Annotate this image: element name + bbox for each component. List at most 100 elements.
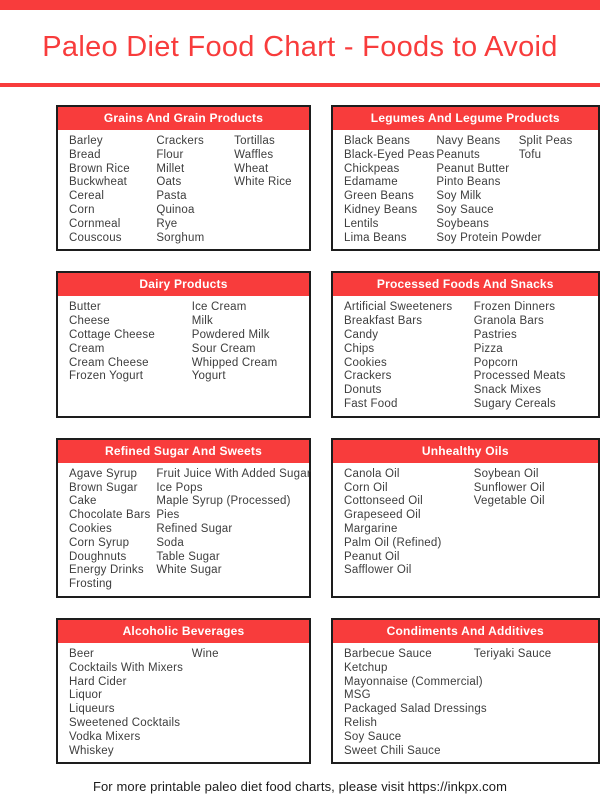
food-item: Cottonseed Oil (343, 495, 423, 508)
card-body: Butter Cheese Cottage Cheese Cream Cream Che… (58, 296, 309, 415)
food-item: Peanut Butter (436, 162, 510, 175)
food-item: Snack Mixes (473, 384, 542, 397)
card-dairy-products: Dairy Products Butter Cheese Cottage Cheese… (56, 271, 311, 418)
food-item: Buckwheat (69, 176, 128, 189)
food-item: Liquor (69, 689, 103, 702)
food-item: Hard Cider (69, 675, 127, 688)
food-item: Whipped Cream (191, 356, 278, 369)
food-item: Soda (156, 536, 184, 549)
food-item: Doughnuts (69, 550, 127, 563)
food-item: Sweet Chili Sauce (343, 744, 441, 757)
food-item: Canola Oil (343, 467, 400, 480)
card-column: Frozen Dinners Granola Bars Pastries Pizza P… (474, 301, 594, 411)
food-item: Green Beans (343, 190, 414, 203)
food-item: Chickpeas (343, 162, 400, 175)
card-column: Ice Cream Milk Powdered Milk Sour Cream Whip… (192, 301, 305, 384)
food-item: Pies (156, 509, 180, 522)
food-item: Couscous (69, 231, 122, 244)
food-item: Corn Oil (343, 481, 388, 494)
food-item: Sugary Cereals (473, 397, 556, 410)
card-column: Soybean Oil Sunflower Oil Vegetable Oil (474, 468, 594, 509)
food-item: Liqueurs (69, 703, 115, 716)
food-item: Kidney Beans (343, 203, 418, 216)
food-item: Black-Eyed Peas (343, 148, 435, 161)
footer-note: For more printable paleo diet food chart… (92, 779, 508, 795)
food-item: Soy Protein Powder (436, 231, 542, 244)
food-item: Cocktails With Mixers (69, 661, 184, 674)
card-column: Canola Oil Corn Oil Cottonseed Oil Grapesee… (344, 468, 474, 578)
food-item: Peanut Oil (343, 550, 400, 563)
food-item: Cereal (69, 190, 105, 203)
food-item: Refined Sugar (156, 522, 233, 535)
card-processed-foods-and-snacks: Processed Foods And Snacks Artificial Swe… (330, 271, 600, 418)
food-item: Safflower Oil (343, 564, 412, 577)
title-divider (0, 83, 600, 87)
card-column: Black Beans Black-Eyed Peas Chickpeas Edama… (344, 135, 436, 245)
food-item: Soy Sauce (436, 203, 494, 216)
food-item: Fruit Juice With Added Sugar (156, 467, 311, 480)
food-item: Cookies (343, 356, 387, 369)
food-item: Ice Pops (156, 481, 203, 494)
card-title: Processed Foods And Snacks (332, 273, 598, 297)
food-item: Relish (343, 716, 378, 729)
card-body: Canola Oil Corn Oil Cottonseed Oil Grapesee… (333, 463, 598, 596)
food-item: Cake (69, 495, 97, 508)
card-column: Navy Beans Peanuts Peanut Butter Pinto Bean… (436, 135, 542, 245)
food-item: Wheat (234, 162, 269, 175)
food-item: Waffles (234, 148, 274, 161)
food-item: Breakfast Bars (343, 315, 423, 328)
food-item: Vegetable Oil (473, 495, 545, 508)
food-item: Cornmeal (69, 217, 121, 230)
food-item: Vodka Mixers (69, 730, 141, 743)
card-title: Unhealthy Oils (332, 439, 598, 463)
card-body: Beer Cocktails With Mixers Hard Cider Liquo… (58, 643, 309, 762)
card-column: Tortillas Waffles Wheat White Rice (234, 135, 305, 190)
card-title: Grains And Grain Products (58, 107, 309, 130)
food-item: Sour Cream (191, 342, 256, 355)
cards-grid: Grains And Grain Products Barley Bread Brow… (56, 105, 600, 765)
food-item: Millet (156, 162, 185, 175)
food-item: Donuts (343, 384, 382, 397)
food-item: Quinoa (156, 203, 195, 216)
food-item: Pinto Beans (436, 176, 501, 189)
food-item: Cookies (69, 522, 112, 535)
food-item: Processed Meats (473, 370, 566, 383)
card-title: Legumes And Legume Products (332, 107, 598, 130)
food-item: Grapeseed Oil (343, 509, 421, 522)
food-item: Popcorn (473, 356, 519, 369)
food-item: Maple Syrup (Processed) (156, 495, 291, 508)
food-item: Candy (343, 328, 379, 341)
food-item: Pizza (473, 342, 503, 355)
card-title: Dairy Products (58, 273, 309, 297)
food-item: Oats (156, 176, 182, 189)
food-item: Pasta (156, 190, 187, 203)
food-item: Rye (156, 217, 178, 230)
page-title: Paleo Diet Food Chart - Foods to Avoid (42, 31, 558, 63)
food-item: Black Beans (343, 135, 411, 147)
food-item: Crackers (156, 135, 204, 147)
card-body: Barley Bread Brown Rice Buckwheat Cereal Corn… (58, 130, 309, 249)
food-item: Ice Cream (191, 301, 247, 314)
food-item: Cream (69, 342, 105, 355)
food-item: Mayonnaise (Commercial) (343, 675, 483, 688)
card-column: Wine (192, 648, 305, 662)
food-item: White Sugar (156, 564, 222, 577)
card-column: Butter Cheese Cottage Cheese Cream Cream Che… (69, 301, 192, 384)
food-item: Fast Food (343, 397, 398, 410)
food-item: Sunflower Oil (473, 481, 545, 494)
food-item: Tofu (518, 148, 542, 161)
card-body: Black Beans Black-Eyed Peas Chickpeas Edama… (333, 130, 598, 249)
card-column: Fruit Juice With Added Sugar Ice Pops Mapl… (156, 467, 311, 578)
card-grains-and-grain-products: Grains And Grain Products Barley Bread Brow… (56, 105, 311, 252)
card-title: Alcoholic Beverages (58, 619, 309, 643)
food-item: Chips (343, 342, 375, 355)
card-column: Beer Cocktails With Mixers Hard Cider Liquo… (69, 648, 192, 758)
card-alcoholic-beverages: Alcoholic Beverages Beer Cocktails With Mi… (56, 617, 311, 765)
food-item: Brown Rice (69, 162, 130, 175)
food-item: Packaged Salad Dressings (343, 703, 487, 716)
card-column: Crackers Flour Millet Oats Pasta Quinoa Rye Sor… (156, 135, 234, 245)
food-item: Barley (69, 135, 103, 147)
card-column: Barbecue Sauce Ketchup Mayonnaise (Commerc… (343, 648, 487, 758)
food-item: Frosting (69, 578, 113, 591)
card-body: Barbecue Sauce Ketchup Mayonnaise (Commerc… (333, 643, 598, 762)
